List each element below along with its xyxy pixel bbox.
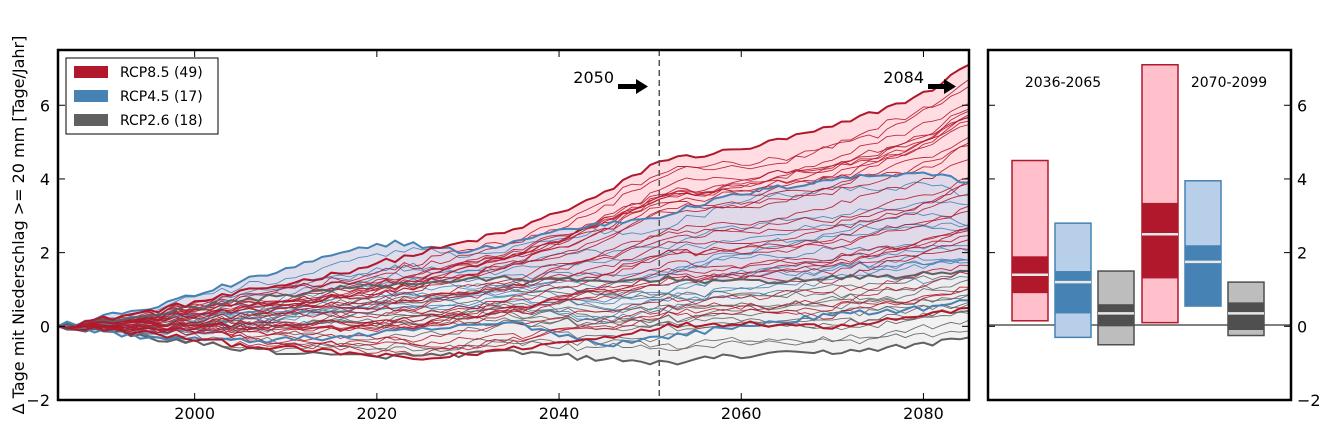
- box-y-tick-label: 0: [1297, 317, 1307, 336]
- box-y-tick-label: 6: [1297, 96, 1307, 115]
- member-line-rcp85: [58, 145, 969, 329]
- period-label-2: 2070-2099: [1191, 75, 1267, 91]
- member-line-rcp85: [58, 158, 969, 329]
- envelope-upper-rcp45: [58, 171, 969, 328]
- arrow-right-icon: [928, 79, 956, 94]
- box-iqr-rcp45-2070-2099: [1185, 245, 1221, 307]
- legend-label-rcp85: RCP8.5 (49): [120, 65, 203, 81]
- member-line-rcp85: [58, 85, 969, 329]
- x-tick-label: 2000: [174, 404, 215, 423]
- box-layer: [1011, 63, 1265, 346]
- legend-label-rcp45: RCP4.5 (17): [120, 89, 203, 105]
- y-tick-label: 0: [40, 317, 50, 336]
- member-line-rcp85: [58, 117, 969, 329]
- member-line-rcp85: [58, 110, 969, 329]
- box-range-rcp85-2070-2099: [1141, 63, 1179, 324]
- legend-swatch-rcp85: [74, 66, 108, 78]
- main-plot-frame: [56, 48, 971, 402]
- member-line-rcp45: [58, 181, 969, 327]
- member-line-rcp85: [58, 287, 969, 356]
- envelope-upper-rcp26: [58, 269, 969, 328]
- box-y-tick-label: −2: [1297, 391, 1321, 410]
- member-line-rcp45: [58, 212, 969, 327]
- envelope-upper-rcp85: [58, 63, 969, 329]
- box-iqr-rcp45-2036-2065: [1055, 271, 1091, 314]
- main-y-ticks: −2 0 2 4 6: [26, 96, 969, 410]
- member-line-rcp85: [58, 205, 969, 329]
- box-panel: −2 0 2 4 6 2036-2065 2070-2099: [986, 48, 1321, 410]
- box-iqr-rcp26-2036-2065: [1098, 304, 1134, 327]
- member-line-rcp85: [58, 210, 969, 334]
- annotation-2084: 2084: [883, 68, 924, 87]
- x-tick-label: 2060: [721, 404, 762, 423]
- x-tick-label: 2020: [356, 404, 397, 423]
- x-tick-label: 2080: [903, 404, 944, 423]
- member-line-rcp26: [58, 324, 969, 352]
- main-x-ticks: 2000 2020 2040 2060 2080: [174, 50, 944, 423]
- box-range-rcp85-2036-2065: [1011, 159, 1049, 322]
- arrow-right-icon: [618, 79, 648, 94]
- envelope-lines: [58, 63, 969, 366]
- x-tick-label: 2040: [539, 404, 580, 423]
- box-y-ticks: −2 0 2 4 6: [988, 96, 1321, 410]
- member-line-rcp26: [58, 285, 969, 327]
- period-label-1: 2036-2065: [1025, 75, 1101, 91]
- member-line-rcp85: [58, 182, 969, 329]
- member-line-rcp85: [58, 234, 969, 336]
- box-y-tick-label: 4: [1297, 170, 1307, 189]
- annotation-2050: 2050: [573, 68, 614, 87]
- legend-label-rcp26: RCP2.6 (18): [120, 113, 203, 129]
- y-axis-label: Δ Tage mit Niederschlag >= 20 mm [Tage/J…: [9, 36, 28, 415]
- main-plot: 2000 2020 2040 2060 2080 −2 0 2 4 6 2050 2084 RC…: [26, 48, 971, 423]
- legend-swatch-rcp26: [74, 114, 108, 126]
- box-iqr-rcp26-2070-2099: [1228, 302, 1264, 330]
- member-line-rcp85: [58, 230, 969, 338]
- legend-swatch-rcp45: [74, 90, 108, 102]
- envelope-lower-rcp26: [58, 325, 969, 366]
- y-tick-label: 6: [40, 96, 50, 115]
- envelope-lower-rcp85: [58, 306, 969, 361]
- box-iqr-rcp85-2070-2099: [1142, 202, 1178, 279]
- box-panel-frame: [986, 48, 1293, 402]
- box-y-tick-label: 2: [1297, 244, 1307, 263]
- y-tick-label: 2: [40, 244, 50, 263]
- member-line-rcp85: [58, 142, 969, 329]
- member-line-rcp85: [58, 286, 969, 350]
- legend: RCP8.5 (49) RCP4.5 (17) RCP2.6 (18): [65, 57, 219, 135]
- y-tick-label: 4: [40, 170, 50, 189]
- y-tick-label: −2: [26, 391, 50, 410]
